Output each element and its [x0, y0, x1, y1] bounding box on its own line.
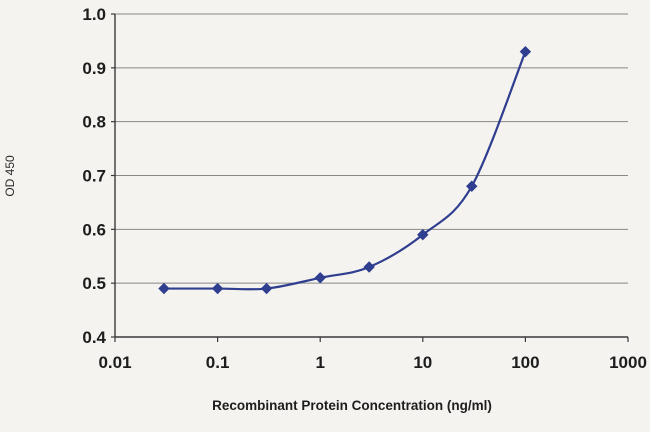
x-tick-label: 10 [413, 353, 432, 372]
x-tick-label: 0.1 [206, 353, 230, 372]
y-tick-label: 0.9 [82, 59, 106, 78]
y-tick-label: 1.0 [82, 5, 106, 24]
y-axis-title: OD 450 [3, 155, 17, 197]
y-tick-label: 0.5 [82, 274, 106, 293]
x-axis-title: Recombinant Protein Concentration (ng/ml… [212, 398, 492, 413]
series-curve [162, 50, 527, 291]
axis-tick-marks [111, 13, 629, 342]
data-point-marker [158, 282, 170, 295]
y-tick-label: 0.8 [82, 113, 106, 132]
y-tick-label: 0.6 [82, 220, 106, 239]
data-point-marker [211, 282, 224, 295]
y-tick-labels: 0.4 0.5 0.6 0.7 0.8 0.9 1.0 [82, 5, 106, 347]
data-point-marker [519, 45, 532, 58]
data-point-marker [314, 272, 326, 284]
x-tick-labels: 0.01 0.1 1 10 100 1000 [98, 353, 646, 372]
data-point-marker [363, 261, 375, 273]
gridlines [115, 13, 628, 338]
y-tick-label: 0.4 [82, 328, 106, 347]
x-tick-label: 1 [315, 353, 324, 372]
x-tick-label: 0.01 [98, 353, 131, 372]
data-point-marker [417, 229, 429, 241]
data-point-marker [466, 180, 478, 192]
x-tick-label: 100 [511, 353, 539, 372]
series-line [162, 50, 527, 291]
axes [114, 14, 628, 338]
y-tick-label: 0.7 [82, 167, 106, 186]
data-point-marker [260, 282, 273, 295]
series-markers [158, 45, 532, 295]
x-tick-label: 1000 [609, 353, 647, 372]
